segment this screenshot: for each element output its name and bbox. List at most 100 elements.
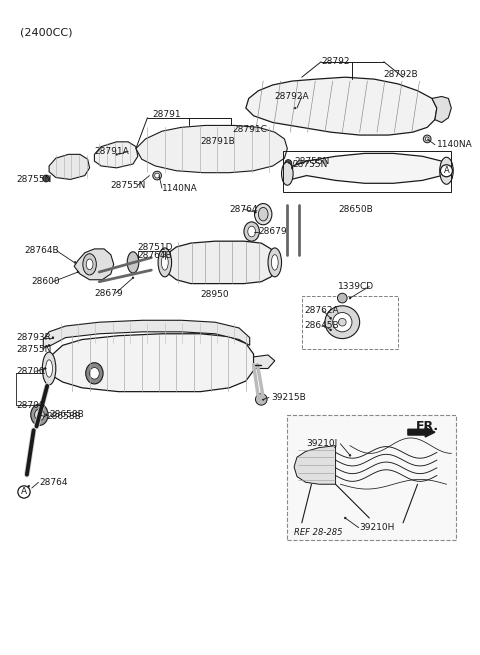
Text: 28755N: 28755N (16, 345, 52, 354)
Polygon shape (246, 77, 437, 135)
Text: 1140NA: 1140NA (162, 183, 198, 193)
Ellipse shape (349, 297, 351, 299)
Polygon shape (294, 445, 336, 484)
Polygon shape (95, 142, 138, 168)
Ellipse shape (330, 318, 332, 319)
Text: 28792A: 28792A (275, 92, 310, 101)
Ellipse shape (158, 248, 171, 277)
Ellipse shape (83, 253, 96, 275)
Ellipse shape (86, 363, 103, 384)
Ellipse shape (255, 394, 267, 405)
Text: 39210H: 39210H (360, 523, 395, 532)
Text: 28791B: 28791B (201, 138, 235, 146)
Text: 28755N: 28755N (292, 160, 327, 168)
Polygon shape (49, 334, 253, 392)
Ellipse shape (74, 261, 76, 263)
Text: 28764B: 28764B (138, 251, 172, 260)
Polygon shape (288, 153, 444, 183)
Text: 28762A: 28762A (305, 306, 339, 315)
Ellipse shape (262, 398, 264, 400)
Polygon shape (165, 241, 275, 284)
Text: 28791: 28791 (152, 110, 181, 119)
Text: 39215B: 39215B (271, 393, 306, 402)
Ellipse shape (127, 252, 139, 273)
Ellipse shape (423, 135, 431, 143)
Ellipse shape (254, 212, 256, 213)
Text: 28791A: 28791A (95, 147, 129, 156)
Ellipse shape (161, 255, 168, 270)
Ellipse shape (333, 312, 352, 332)
Ellipse shape (440, 157, 453, 184)
Ellipse shape (282, 162, 293, 185)
Ellipse shape (155, 173, 159, 178)
Ellipse shape (330, 329, 332, 331)
Text: 28791C: 28791C (232, 125, 267, 134)
Text: 28793R: 28793R (16, 333, 51, 342)
Text: 28700: 28700 (16, 401, 45, 409)
Ellipse shape (153, 171, 161, 180)
Ellipse shape (244, 222, 259, 241)
Ellipse shape (271, 255, 278, 270)
Text: 39210J: 39210J (307, 440, 338, 448)
Ellipse shape (294, 107, 296, 109)
Text: 28764: 28764 (229, 205, 258, 214)
Text: 28755N: 28755N (294, 157, 329, 166)
FancyArrow shape (408, 427, 435, 437)
Ellipse shape (52, 337, 54, 339)
Text: 28658B: 28658B (49, 410, 84, 419)
Ellipse shape (291, 167, 293, 169)
Polygon shape (49, 155, 90, 179)
Text: 28755N: 28755N (16, 175, 52, 184)
Ellipse shape (254, 204, 272, 225)
Ellipse shape (42, 352, 56, 385)
Ellipse shape (35, 409, 44, 421)
Text: 28650B: 28650B (338, 205, 373, 214)
Text: 28755N: 28755N (111, 181, 146, 190)
Ellipse shape (425, 137, 429, 141)
Text: 1140NA: 1140NA (437, 140, 473, 149)
Ellipse shape (77, 271, 79, 273)
Ellipse shape (28, 485, 30, 487)
Ellipse shape (44, 367, 46, 369)
Ellipse shape (337, 293, 347, 303)
Bar (288, 415, 456, 540)
Text: (2400CC): (2400CC) (20, 28, 72, 38)
Polygon shape (253, 355, 275, 369)
Text: 28658B: 28658B (46, 412, 81, 421)
Text: 28751D: 28751D (138, 244, 173, 252)
Ellipse shape (325, 306, 360, 339)
Text: A: A (21, 487, 27, 496)
Ellipse shape (344, 517, 346, 519)
Text: REF 28-285: REF 28-285 (294, 528, 343, 537)
Ellipse shape (349, 455, 351, 457)
Text: FR.: FR. (416, 420, 439, 433)
Text: A: A (444, 166, 449, 176)
Ellipse shape (31, 404, 48, 425)
Polygon shape (432, 96, 451, 122)
Bar (302, 296, 398, 349)
Ellipse shape (338, 318, 346, 326)
Text: 28700: 28700 (16, 367, 45, 376)
Polygon shape (43, 320, 250, 347)
Ellipse shape (258, 208, 268, 221)
Text: 28764B: 28764B (24, 246, 59, 255)
Text: 28764: 28764 (39, 477, 68, 487)
Text: 28600: 28600 (32, 277, 60, 286)
Ellipse shape (86, 259, 93, 270)
Text: 28679: 28679 (95, 289, 123, 298)
Ellipse shape (45, 414, 47, 416)
Ellipse shape (248, 226, 255, 237)
Ellipse shape (268, 248, 282, 277)
Ellipse shape (46, 360, 52, 377)
Polygon shape (136, 125, 288, 173)
Text: 1339CD: 1339CD (338, 282, 374, 291)
Ellipse shape (43, 175, 49, 182)
Ellipse shape (116, 153, 118, 155)
Text: 28950: 28950 (201, 290, 229, 299)
Text: 28792B: 28792B (384, 70, 419, 79)
Bar (283, 151, 451, 192)
Polygon shape (74, 249, 114, 280)
Ellipse shape (285, 160, 292, 166)
Ellipse shape (48, 345, 50, 346)
Text: 28679: 28679 (258, 227, 287, 236)
